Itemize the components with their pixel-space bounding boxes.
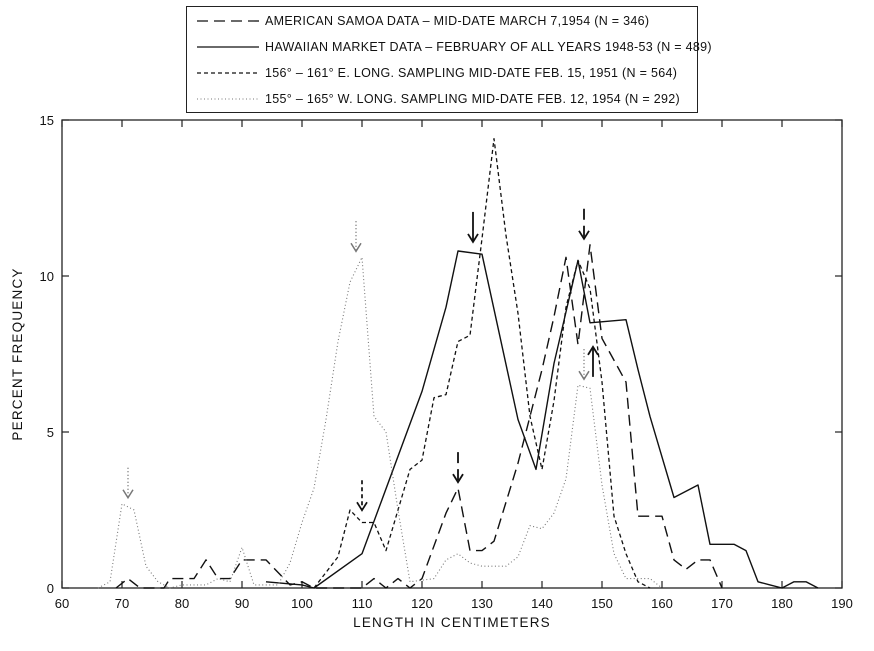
x-tick-label-100: 100 [291,596,313,611]
peak-arrow-6 [578,208,590,241]
x-tick-label-80: 80 [175,596,189,611]
x-tick-label-120: 120 [411,596,433,611]
y-tick-label-5: 5 [47,425,54,440]
legend-label-west-long: 155° – 165° W. LONG. SAMPLING MID-DATE F… [265,92,680,106]
x-tick-label-140: 140 [531,596,553,611]
peak-arrow-2 [350,221,362,253]
y-tick-labels: 0 5 10 15 [40,113,54,596]
x-tick-label-90: 90 [235,596,249,611]
series-lines [97,138,819,589]
peak-arrow-4 [452,452,464,484]
series-hawaiian-market [265,250,819,589]
legend-label-hawaiian-market: HAWAIIAN MARKET DATA – FEBRUARY OF ALL Y… [265,40,712,54]
x-tick-labels: 60 70 80 90 100 110 120 130 140 150 160 170 180 190 [55,596,853,611]
x-tick-label-190: 190 [831,596,853,611]
peak-arrow-5 [467,211,479,244]
series-west-long [97,256,663,589]
y-tick-label-10: 10 [40,269,54,284]
legend-item-west-long: 155° – 165° W. LONG. SAMPLING MID-DATE F… [197,87,680,111]
x-tick-label-60: 60 [55,596,69,611]
peak-arrow-8 [578,349,590,381]
x-tick-label-110: 110 [352,596,373,611]
legend-label-american-samoa: AMERICAN SAMOA DATA – MID-DATE MARCH 7,1… [265,14,650,28]
legend-item-east-long: 156° – 161° E. LONG. SAMPLING MID-DATE F… [197,61,677,85]
series-american-samoa [115,244,723,589]
y-tick-label-15: 15 [40,113,54,128]
x-axis-label: LENGTH IN CENTIMETERS [353,615,551,630]
legend-item-american-samoa: AMERICAN SAMOA DATA – MID-DATE MARCH 7,1… [197,9,649,33]
peak-arrow-1 [122,467,134,500]
plot-frame [61,119,843,589]
y-tick-label-0: 0 [47,581,54,596]
peak-arrow-7 [587,345,599,377]
legend-label-east-long: 156° – 161° E. LONG. SAMPLING MID-DATE F… [265,66,678,80]
x-tick-label-70: 70 [115,596,129,611]
peak-arrow-3 [356,480,368,512]
x-tick-label-130: 130 [471,596,493,611]
series-east-long [313,138,651,589]
x-tick-label-170: 170 [711,596,733,611]
peak-arrows [122,208,599,512]
legend: AMERICAN SAMOA DATA – MID-DATE MARCH 7,1… [186,6,712,113]
x-tick-label-180: 180 [771,596,793,611]
tick-marks [61,119,843,589]
legend-item-hawaiian-market: HAWAIIAN MARKET DATA – FEBRUARY OF ALL Y… [197,35,712,59]
y-axis-label: PERCENT FREQUENCY [10,267,25,440]
x-tick-label-150: 150 [591,596,613,611]
x-tick-label-160: 160 [651,596,673,611]
